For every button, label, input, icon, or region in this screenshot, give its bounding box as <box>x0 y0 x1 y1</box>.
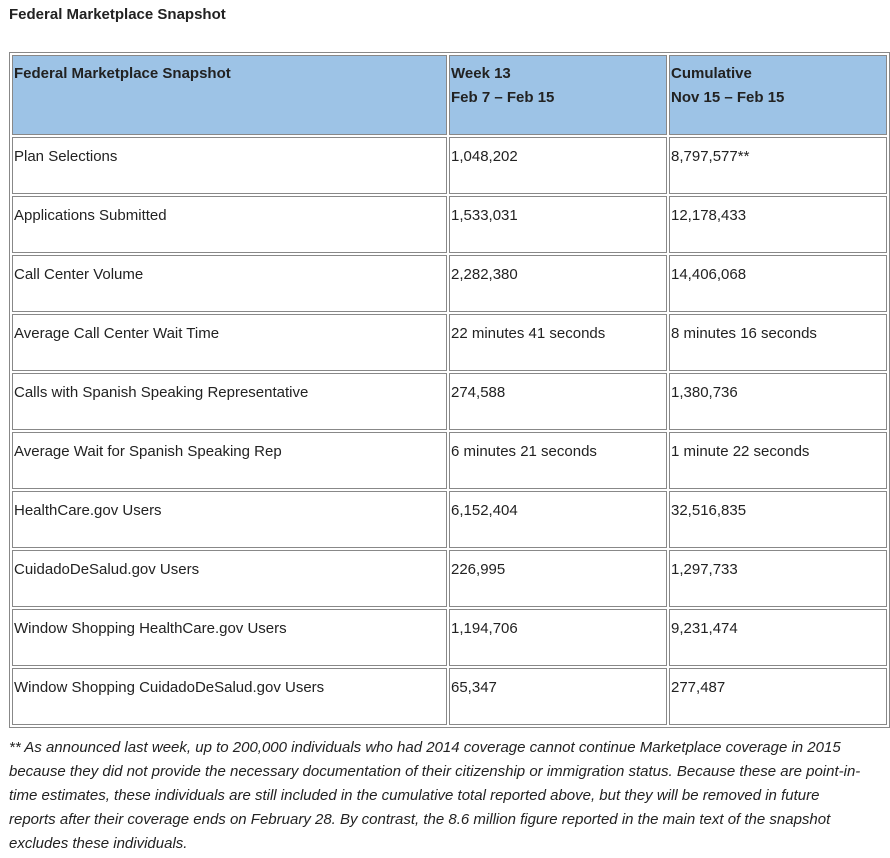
header-line: Nov 15 – Feb 15 <box>671 89 785 106</box>
cell-value: 65,347 <box>449 668 667 725</box>
header-line: Feb 7 – Feb 15 <box>451 89 555 106</box>
cell-value: 277,487 <box>669 668 887 725</box>
row-label: Window Shopping HealthCare.gov Users <box>12 609 447 666</box>
table-row: Call Center Volume 2,282,380 14,406,068 <box>12 255 887 312</box>
cell-value: 6 minutes 21 seconds <box>449 432 667 489</box>
table-row: HealthCare.gov Users 6,152,404 32,516,835 <box>12 491 887 548</box>
cell-value: 8 minutes 16 seconds <box>669 314 887 371</box>
footnote: ** As announced last week, up to 200,000… <box>9 739 861 852</box>
snapshot-table: Federal Marketplace Snapshot Week 13 Feb 7… <box>9 52 890 728</box>
header-cell: Cumulative Nov 15 – Feb 15 <box>669 55 887 135</box>
cell-value: 14,406,068 <box>669 255 887 312</box>
row-label: Applications Submitted <box>12 196 447 253</box>
row-label: Window Shopping CuidadoDeSalud.gov Users <box>12 668 447 725</box>
table-row: Window Shopping CuidadoDeSalud.gov Users… <box>12 668 887 725</box>
cell-value: 1,533,031 <box>449 196 667 253</box>
cell-value: 9,231,474 <box>669 609 887 666</box>
table-row: Average Call Center Wait Time 22 minutes … <box>12 314 887 371</box>
page-title: Federal Marketplace Snapshot <box>9 6 226 23</box>
row-label: Plan Selections <box>12 137 447 194</box>
table-row: Plan Selections 1,048,202 8,797,577** <box>12 137 887 194</box>
cell-value: 226,995 <box>449 550 667 607</box>
cell-value: 6,152,404 <box>449 491 667 548</box>
table-row: Average Wait for Spanish Speaking Rep 6 m… <box>12 432 887 489</box>
header-line: Cumulative <box>671 65 752 82</box>
header-line: Week 13 <box>451 65 511 82</box>
header-row: Federal Marketplace Snapshot Week 13 Feb 7… <box>12 55 887 135</box>
cell-value: 274,588 <box>449 373 667 430</box>
table-row: Applications Submitted 1,533,031 12,178,43… <box>12 196 887 253</box>
row-label: Call Center Volume <box>12 255 447 312</box>
header-line: Federal Marketplace Snapshot <box>14 65 231 82</box>
row-label: Average Wait for Spanish Speaking Rep <box>12 432 447 489</box>
header-cell: Federal Marketplace Snapshot <box>12 55 447 135</box>
cell-value: 12,178,433 <box>669 196 887 253</box>
cell-value: 8,797,577** <box>669 137 887 194</box>
cell-value: 32,516,835 <box>669 491 887 548</box>
cell-value: 1 minute 22 seconds <box>669 432 887 489</box>
row-label: Calls with Spanish Speaking Representati… <box>12 373 447 430</box>
cell-value: 2,282,380 <box>449 255 667 312</box>
header-cell: Week 13 Feb 7 – Feb 15 <box>449 55 667 135</box>
row-label: Average Call Center Wait Time <box>12 314 447 371</box>
cell-value: 22 minutes 41 seconds <box>449 314 667 371</box>
table-row: Window Shopping HealthCare.gov Users 1,19… <box>12 609 887 666</box>
cell-value: 1,048,202 <box>449 137 667 194</box>
table-row: CuidadoDeSalud.gov Users 226,995 1,297,733 <box>12 550 887 607</box>
table-row: Calls with Spanish Speaking Representati… <box>12 373 887 430</box>
cell-value: 1,380,736 <box>669 373 887 430</box>
row-label: CuidadoDeSalud.gov Users <box>12 550 447 607</box>
cell-value: 1,194,706 <box>449 609 667 666</box>
cell-value: 1,297,733 <box>669 550 887 607</box>
table-body: Plan Selections 1,048,202 8,797,577** Appli… <box>12 137 887 725</box>
row-label: HealthCare.gov Users <box>12 491 447 548</box>
